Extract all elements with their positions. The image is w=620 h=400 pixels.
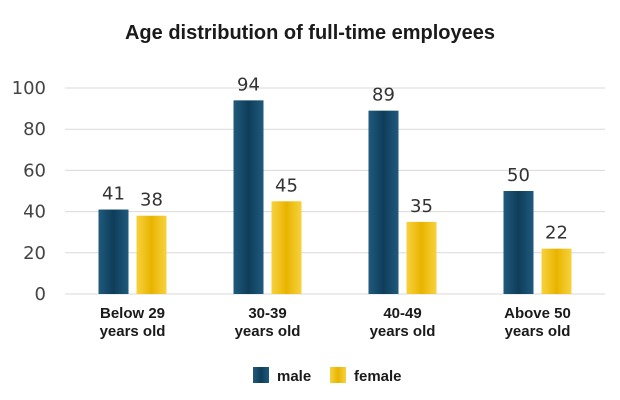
legend-swatch-female [330,367,346,383]
data-label: 22 [545,223,568,244]
chart-title: Age distribution of full-time employees [124,22,496,44]
x-category-label: years old [100,323,166,340]
y-tick-label: 80 [23,119,46,140]
bar-male [233,100,264,294]
data-label: 94 [237,74,260,95]
y-tick-label: 0 [35,284,46,305]
y-tick-label: 40 [23,202,46,223]
bar-female [136,215,167,294]
x-category-label: 30-39 [248,305,286,322]
data-label: 38 [140,190,163,211]
x-category-label: years old [505,323,571,340]
bar-male [368,110,399,294]
data-label: 41 [102,184,125,205]
data-label: 50 [507,165,530,186]
data-label: 35 [410,196,433,217]
bar-male [98,209,129,294]
x-category-label: years old [235,323,301,340]
x-category-label: Below 29 [100,305,165,322]
bar-female [271,201,302,294]
legend-swatch-male [253,367,269,383]
x-category-label: 40-49 [383,305,421,322]
legend-label-male: male [277,368,311,385]
x-category-label: years old [370,323,436,340]
y-tick-label: 100 [12,78,46,99]
bar-female [541,248,572,294]
data-label: 45 [275,175,298,196]
y-tick-label: 60 [23,160,46,181]
y-tick-label: 20 [23,243,46,264]
legend-label-female: female [354,368,402,385]
data-label: 89 [372,85,395,106]
bar-female [406,221,437,294]
bar-male [503,191,534,294]
x-category-label: Above 50 [504,305,571,322]
